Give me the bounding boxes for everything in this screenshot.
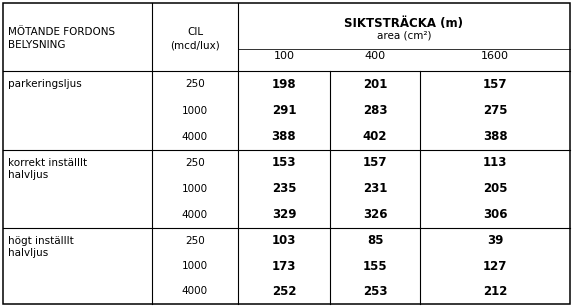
Text: CIL: CIL [187,27,203,37]
Text: 250: 250 [185,79,205,89]
Text: 231: 231 [363,182,387,196]
Text: 198: 198 [272,78,296,91]
Text: 1000: 1000 [182,106,208,115]
Text: 306: 306 [482,208,507,221]
Text: 283: 283 [363,104,387,117]
Text: 153: 153 [272,157,296,169]
Text: halvljus: halvljus [8,248,48,258]
Text: 127: 127 [483,259,507,273]
Text: BELYSNING: BELYSNING [8,40,65,50]
Text: 250: 250 [185,236,205,246]
Text: 1000: 1000 [182,184,208,194]
Text: 291: 291 [272,104,296,117]
Text: 212: 212 [483,285,507,298]
Text: 388: 388 [482,130,507,143]
Text: 113: 113 [483,157,507,169]
Text: area (cm²): area (cm²) [377,31,431,41]
Text: (mcd/lux): (mcd/lux) [170,40,220,50]
Text: 253: 253 [363,285,387,298]
Text: 4000: 4000 [182,210,208,220]
Text: 252: 252 [272,285,296,298]
Text: MÖTANDE FORDONS: MÖTANDE FORDONS [8,27,115,37]
Text: 400: 400 [364,51,386,61]
Text: 39: 39 [487,234,503,247]
Text: högt inställlt: högt inställlt [8,236,74,246]
Text: 205: 205 [482,182,507,196]
Text: 103: 103 [272,234,296,247]
Text: 275: 275 [482,104,507,117]
Text: 4000: 4000 [182,132,208,142]
Text: 402: 402 [363,130,387,143]
Text: 173: 173 [272,259,296,273]
Text: 1600: 1600 [481,51,509,61]
Text: 1000: 1000 [182,261,208,271]
Text: 157: 157 [482,78,507,91]
Text: 4000: 4000 [182,286,208,296]
Text: 250: 250 [185,158,205,168]
Text: 201: 201 [363,78,387,91]
Text: parkeringsljus: parkeringsljus [8,79,82,89]
Text: 329: 329 [272,208,296,221]
Text: 326: 326 [363,208,387,221]
Text: 388: 388 [272,130,296,143]
Text: halvljus: halvljus [8,170,48,180]
Text: 100: 100 [273,51,295,61]
Text: korrekt inställlt: korrekt inställlt [8,158,87,168]
Text: 235: 235 [272,182,296,196]
Text: 157: 157 [363,157,387,169]
Text: 85: 85 [367,234,383,247]
Text: SIKTSTRÄCKA (m): SIKTSTRÄCKA (m) [344,17,464,29]
Text: 155: 155 [363,259,387,273]
